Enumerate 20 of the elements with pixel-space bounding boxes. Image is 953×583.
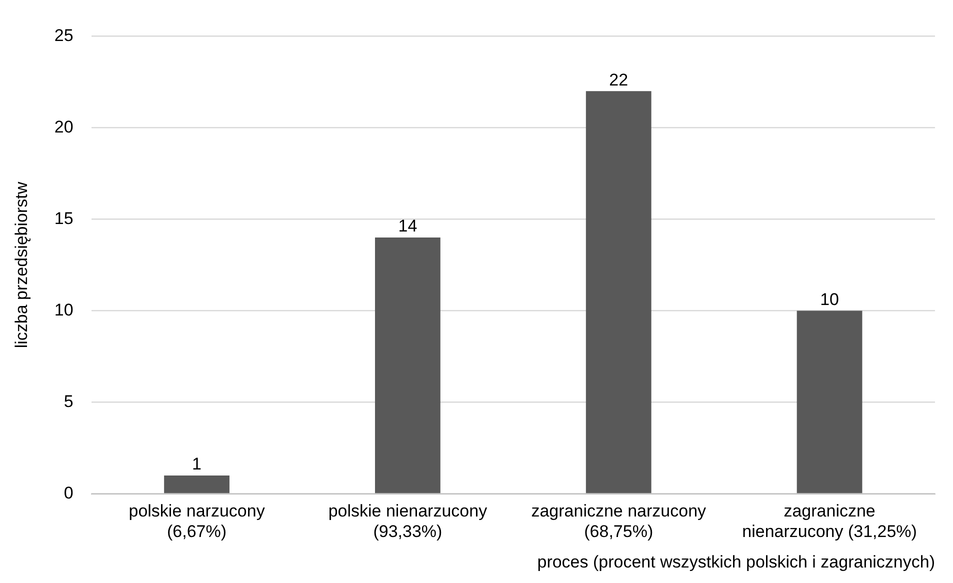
y-tick-label: 0 [64,483,74,502]
y-tick-label: 15 [54,208,74,228]
y-tick-label: 5 [64,392,74,411]
x-tick-label: zagraniczne nienarzucony (31,25%) [742,502,917,542]
x-axis-title: proces (procent wszystkich polskich i zagranicznych) [537,552,935,572]
x-tick-label: polskie nienarzucony (93,33%) [328,502,488,542]
x-tick-label: zagraniczne narzucony (68,75%) [531,502,707,542]
data-label: 14 [398,216,418,236]
y-axis-title: liczba przedsiębiorstw [12,181,31,348]
data-label: 22 [609,70,628,90]
data-label: 1 [192,454,202,474]
data-label: 10 [820,290,839,309]
bar [164,475,230,494]
y-tick-label: 25 [54,26,74,45]
bar [796,310,862,494]
y-tick-label: 20 [54,117,74,136]
bar [586,91,652,494]
bar [375,238,440,494]
y-tick-label: 10 [54,300,74,320]
x-tick-label: polskie narzucony (6,67%) [128,502,266,542]
